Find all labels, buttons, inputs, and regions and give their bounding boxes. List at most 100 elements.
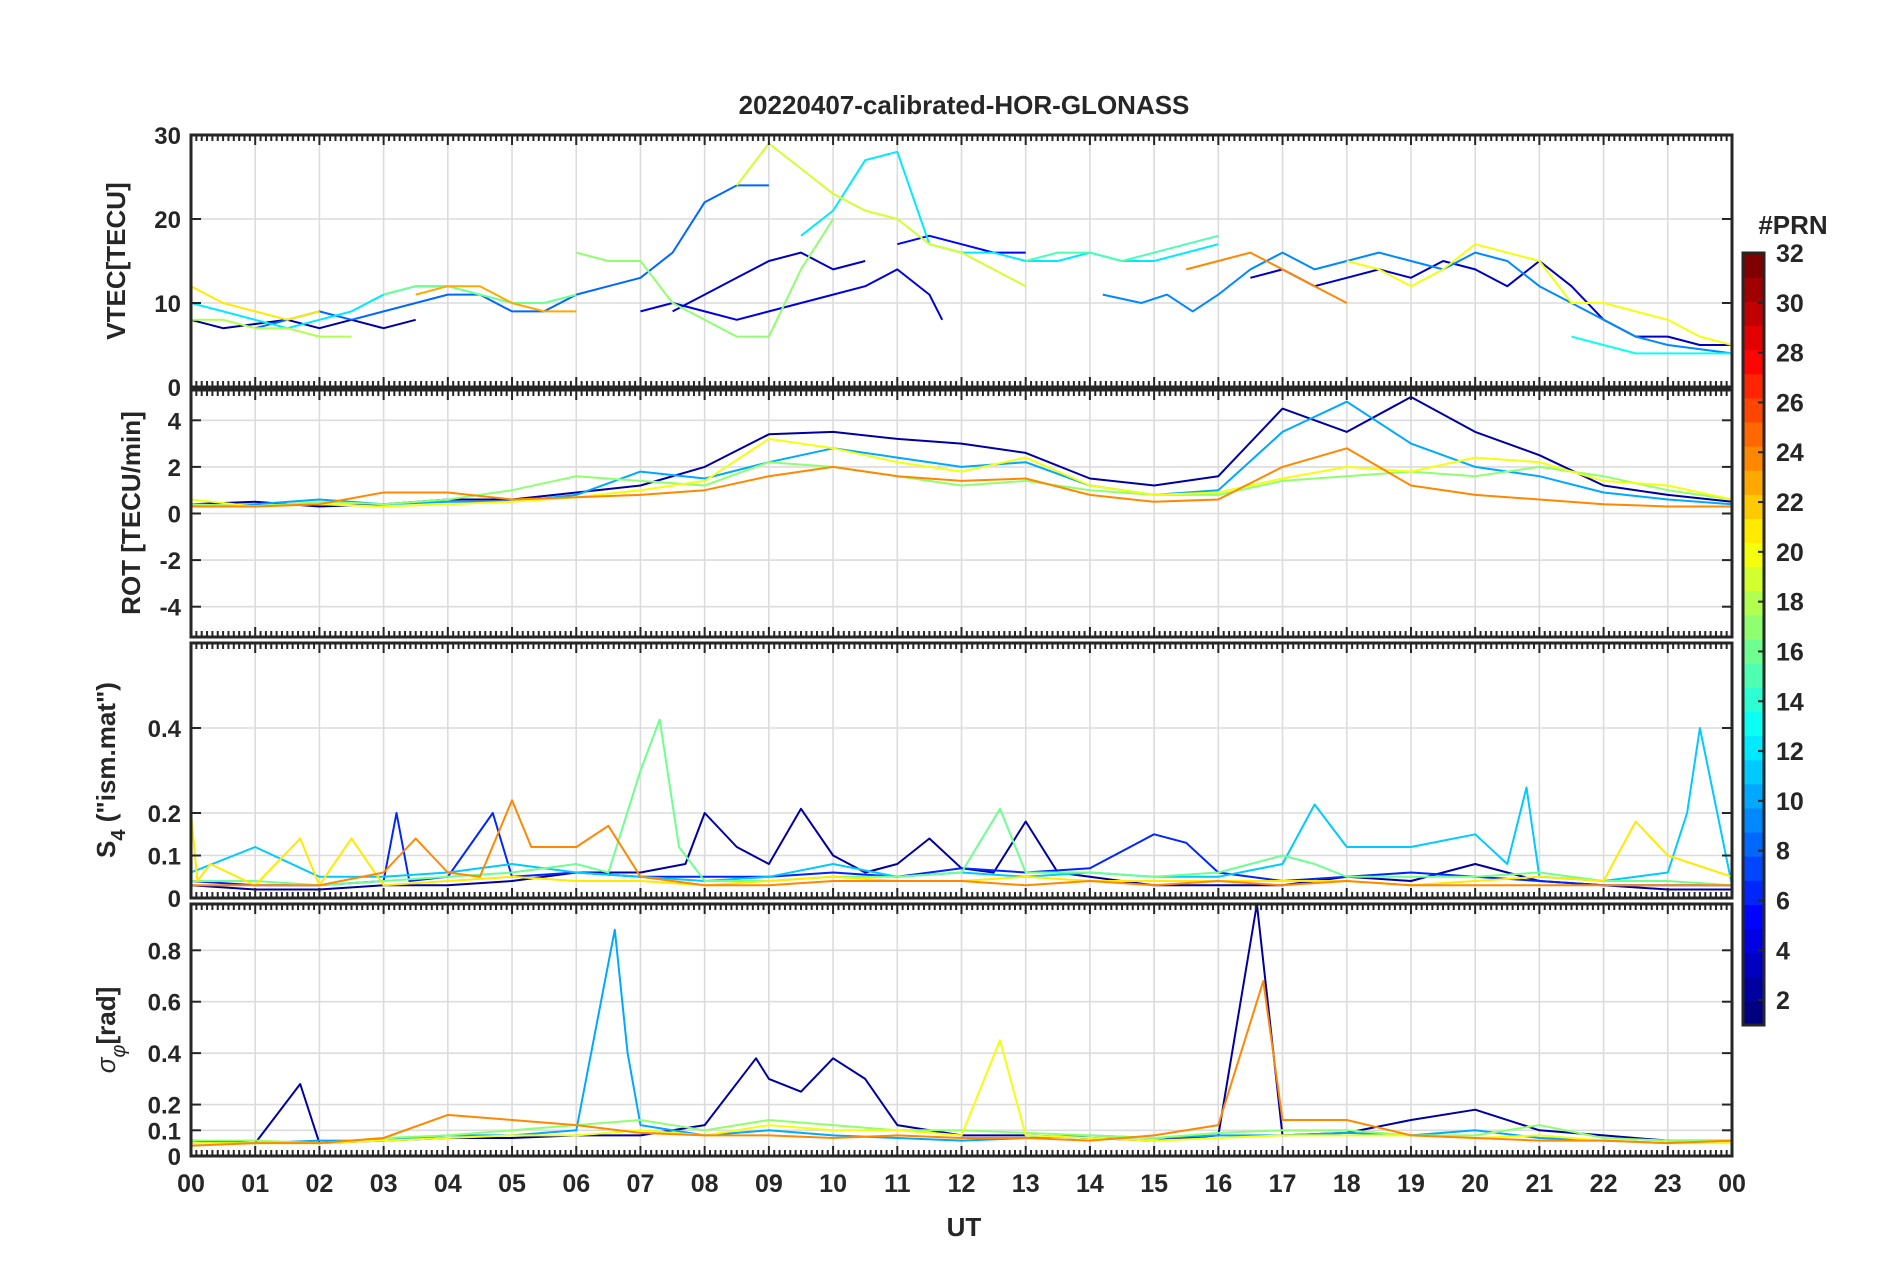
y-tick-label: 0 [168,886,181,913]
series-line-prn-12 [800,150,1219,262]
colorbar-segment [1743,542,1764,568]
series-line-prn-21 [191,812,1732,887]
colorbar-segment [1743,253,1764,278]
x-tick-label: 23 [1654,1170,1682,1198]
series-line-prn-9 [1102,251,1732,355]
colorbar-segment [1743,663,1764,688]
y-tick-label: 0.1 [148,1118,181,1145]
colorbar-tick-label: 12 [1776,738,1804,766]
x-axis-label: UT [947,1212,982,1242]
x-tick-label: 06 [562,1170,590,1198]
y-axis-label-sigma_phi: σφ[rad] [91,987,130,1074]
colorbar-segment [1743,928,1764,954]
series-line-prn-18 [191,318,352,338]
colorbar-segment [1743,470,1764,495]
colorbar-tick-label: 10 [1776,788,1804,816]
x-tick-label: 11 [884,1170,911,1198]
figure-title: 20220407-calibrated-HOR-GLONASS [739,90,1190,120]
x-tick-label: 00 [177,1170,205,1198]
series-line-prn-21 [191,285,320,321]
y-tick-label: 4 [168,408,182,435]
series-line-prn-13 [1571,335,1732,355]
colorbar-tick-label: 26 [1776,389,1804,417]
colorbar-segment [1743,807,1764,833]
y-axis-label-s4: S4 ("ism.mat") [91,682,130,858]
colorbar-tick-label: 6 [1776,887,1790,915]
colorbar-tick-label: 16 [1776,638,1804,666]
colorbar-segment [1743,639,1764,664]
series-line-prn-10 [191,928,1732,1145]
x-tick-label: 20 [1461,1170,1489,1198]
colorbar-segment [1743,446,1764,471]
x-tick-label: 08 [691,1170,719,1198]
colorbar-segment [1743,301,1764,326]
series-line-prn-20 [1346,243,1732,346]
y-tick-label: 0.4 [148,1041,182,1068]
colorbar-segment [1743,1000,1764,1026]
colorbar-tick-label: 4 [1776,937,1790,965]
colorbar-segment [1743,277,1764,302]
y-tick-label: 0.1 [148,844,181,871]
series-group-s4 [191,718,1732,891]
colorbar-tick-label: 32 [1776,240,1804,268]
y-tick-label: 30 [154,123,181,150]
x-tick-label: 21 [1525,1170,1553,1198]
series-line-prn-16 [383,285,577,304]
series-group-vtec [191,142,1732,355]
colorbar-tick-label: 28 [1776,340,1804,368]
y-tick-label: 0 [168,1144,181,1171]
panel-s4: 0 0.1 0.2 0.4 S4 ("ism.mat") [91,641,1734,913]
colorbar-segment [1743,880,1764,905]
x-tick-label: 16 [1204,1170,1232,1198]
x-tick-label: 13 [1012,1170,1040,1198]
colorbar-tick-label: 20 [1776,539,1804,567]
colorbar-segment [1743,952,1764,978]
x-tick-label: 15 [1140,1170,1168,1198]
colorbar-segment [1743,349,1764,375]
colorbar-segment [1743,735,1764,761]
colorbar-tick-label: 22 [1776,489,1804,517]
series-line-prn-4 [640,268,944,321]
colorbar-segment [1743,687,1764,712]
series-line-prn-20 [191,437,1732,508]
axis-ticks-sigma_phi: 00.10.2 0.4 0.6 0.8 [148,904,1733,1171]
x-tick-label: 22 [1590,1170,1618,1198]
x-tick-label: 18 [1333,1170,1361,1198]
series-line-prn-5 [897,234,1026,254]
series-line-prn-17 [191,1119,1732,1145]
axis-ticks-rot: -4 -2 0 2 4 [160,390,1733,637]
colorbar-segment [1743,856,1764,881]
series-line-prn-15 [1025,234,1219,262]
x-tick-label: 12 [948,1170,976,1198]
colorbar-segment [1743,904,1764,930]
y-tick-label: -4 [160,595,182,622]
colorbar-label: #PRN [1758,210,1827,240]
colorbar-segment [1743,373,1764,399]
series-line-prn-24 [191,799,1732,887]
x-tick-label: 02 [306,1170,334,1198]
x-tick-label: 07 [627,1170,655,1198]
colorbar-segment [1743,566,1764,592]
x-tick-label: 14 [1076,1170,1104,1198]
x-tick-label: 17 [1269,1170,1297,1198]
x-tick-labels: 00 01 02 03 04 05 06 07 08 09 10 11 12 13 14 15 16 17 18 19… [177,1170,1746,1198]
colorbar-segment [1743,421,1764,447]
x-tick-label: 19 [1397,1170,1425,1198]
axis-ticks-s4: 0 0.1 0.2 0.4 [148,643,1733,913]
colorbar-segment [1743,397,1764,423]
series-line-prn-17 [576,218,834,338]
colorbar-segment [1743,832,1764,857]
colorbar-segment [1743,518,1764,544]
colorbar-tick-label: 18 [1776,589,1804,617]
y-axis-label-vtec: VTEC[TECU] [101,182,131,339]
y-tick-label: 0.4 [148,716,182,743]
colorbar-tick-label: 30 [1776,290,1804,318]
y-tick-label: -2 [160,548,181,575]
series-line-prn-17 [191,461,1732,508]
colorbar-tick-label: 24 [1776,439,1804,467]
series-line-prn-24 [1185,251,1348,304]
colorbar-segment [1743,711,1764,737]
panel-vtec: 0 10 20 30 VTEC[TECU] [101,123,1734,402]
